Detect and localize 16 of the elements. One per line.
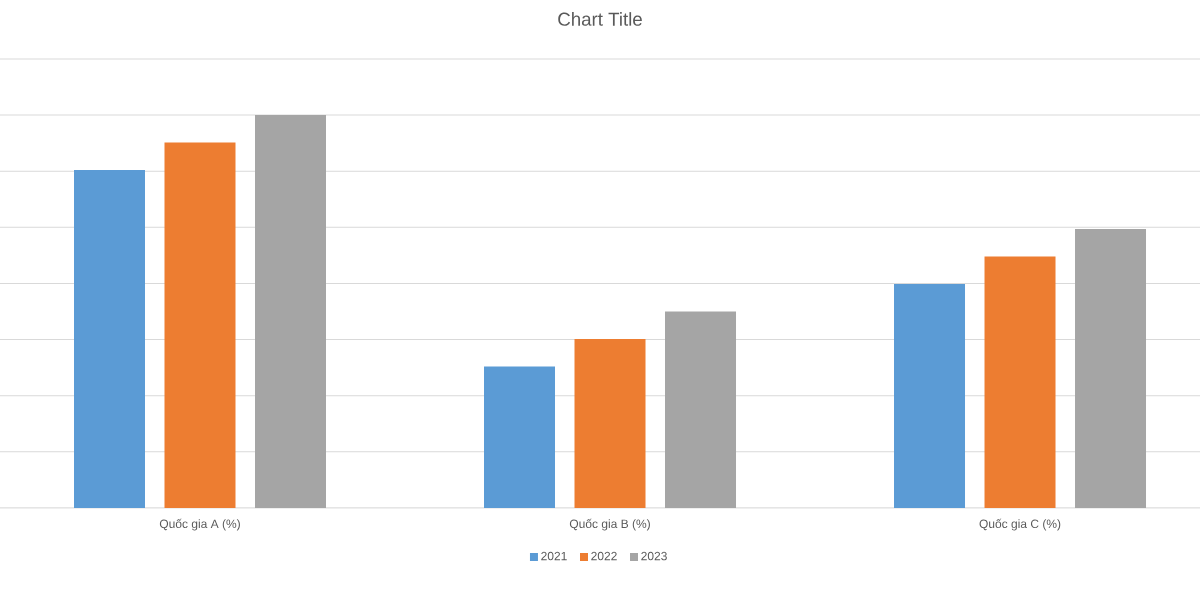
bar bbox=[894, 284, 966, 508]
bar bbox=[1075, 229, 1147, 508]
bar bbox=[255, 115, 326, 508]
bar bbox=[164, 142, 236, 508]
x-tick-label: Quốc gia A (%) bbox=[159, 518, 240, 531]
bar bbox=[484, 366, 555, 508]
legend-label: 2023 bbox=[641, 551, 667, 561]
bar bbox=[74, 170, 145, 508]
x-tick-label: Quốc gia C (%) bbox=[979, 518, 1061, 531]
x-tick-label: Quốc gia B (%) bbox=[569, 518, 650, 531]
bar bbox=[574, 339, 646, 508]
legend-label: 2021 bbox=[541, 551, 567, 561]
legend-label: 2022 bbox=[591, 551, 617, 561]
bar bbox=[984, 256, 1056, 508]
chart-title: Chart Title bbox=[558, 12, 642, 26]
bar bbox=[665, 311, 737, 508]
